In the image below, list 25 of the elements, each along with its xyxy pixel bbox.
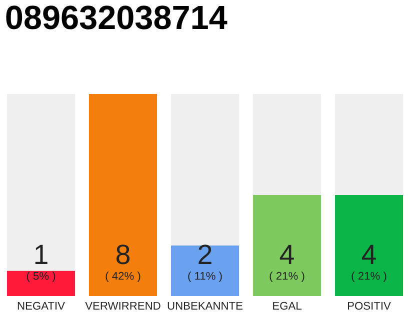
data-label: 4 <box>362 244 376 264</box>
x-tick-label: NEGATIV <box>18 302 65 310</box>
bar <box>6 94 76 271</box>
bar <box>170 246 240 296</box>
annotation: ( 42% ) <box>106 272 140 282</box>
x-tick-label: VERWIRREND <box>85 302 160 310</box>
bar <box>334 94 404 195</box>
bar <box>252 195 322 296</box>
x-tick-label: EGAL <box>273 302 302 310</box>
bar <box>6 270 76 296</box>
annotation: ( 21% ) <box>270 272 304 282</box>
x-tick-label: UNBEKANNTE <box>168 302 242 310</box>
bar <box>334 195 404 296</box>
data-label: 8 <box>116 244 130 264</box>
annotation: ( 11% ) <box>188 272 222 282</box>
data-label: 4 <box>280 244 294 264</box>
x-tick-label: POSITIV <box>348 302 391 310</box>
annotation: ( 21% ) <box>352 272 386 282</box>
bar <box>252 94 322 195</box>
data-label: 2 <box>198 244 212 264</box>
bar <box>170 94 240 246</box>
bar <box>88 94 158 296</box>
chart-title: 089632038714 <box>6 6 228 30</box>
data-label: 1 <box>35 244 48 264</box>
annotation: ( 5% ) <box>26 272 56 282</box>
